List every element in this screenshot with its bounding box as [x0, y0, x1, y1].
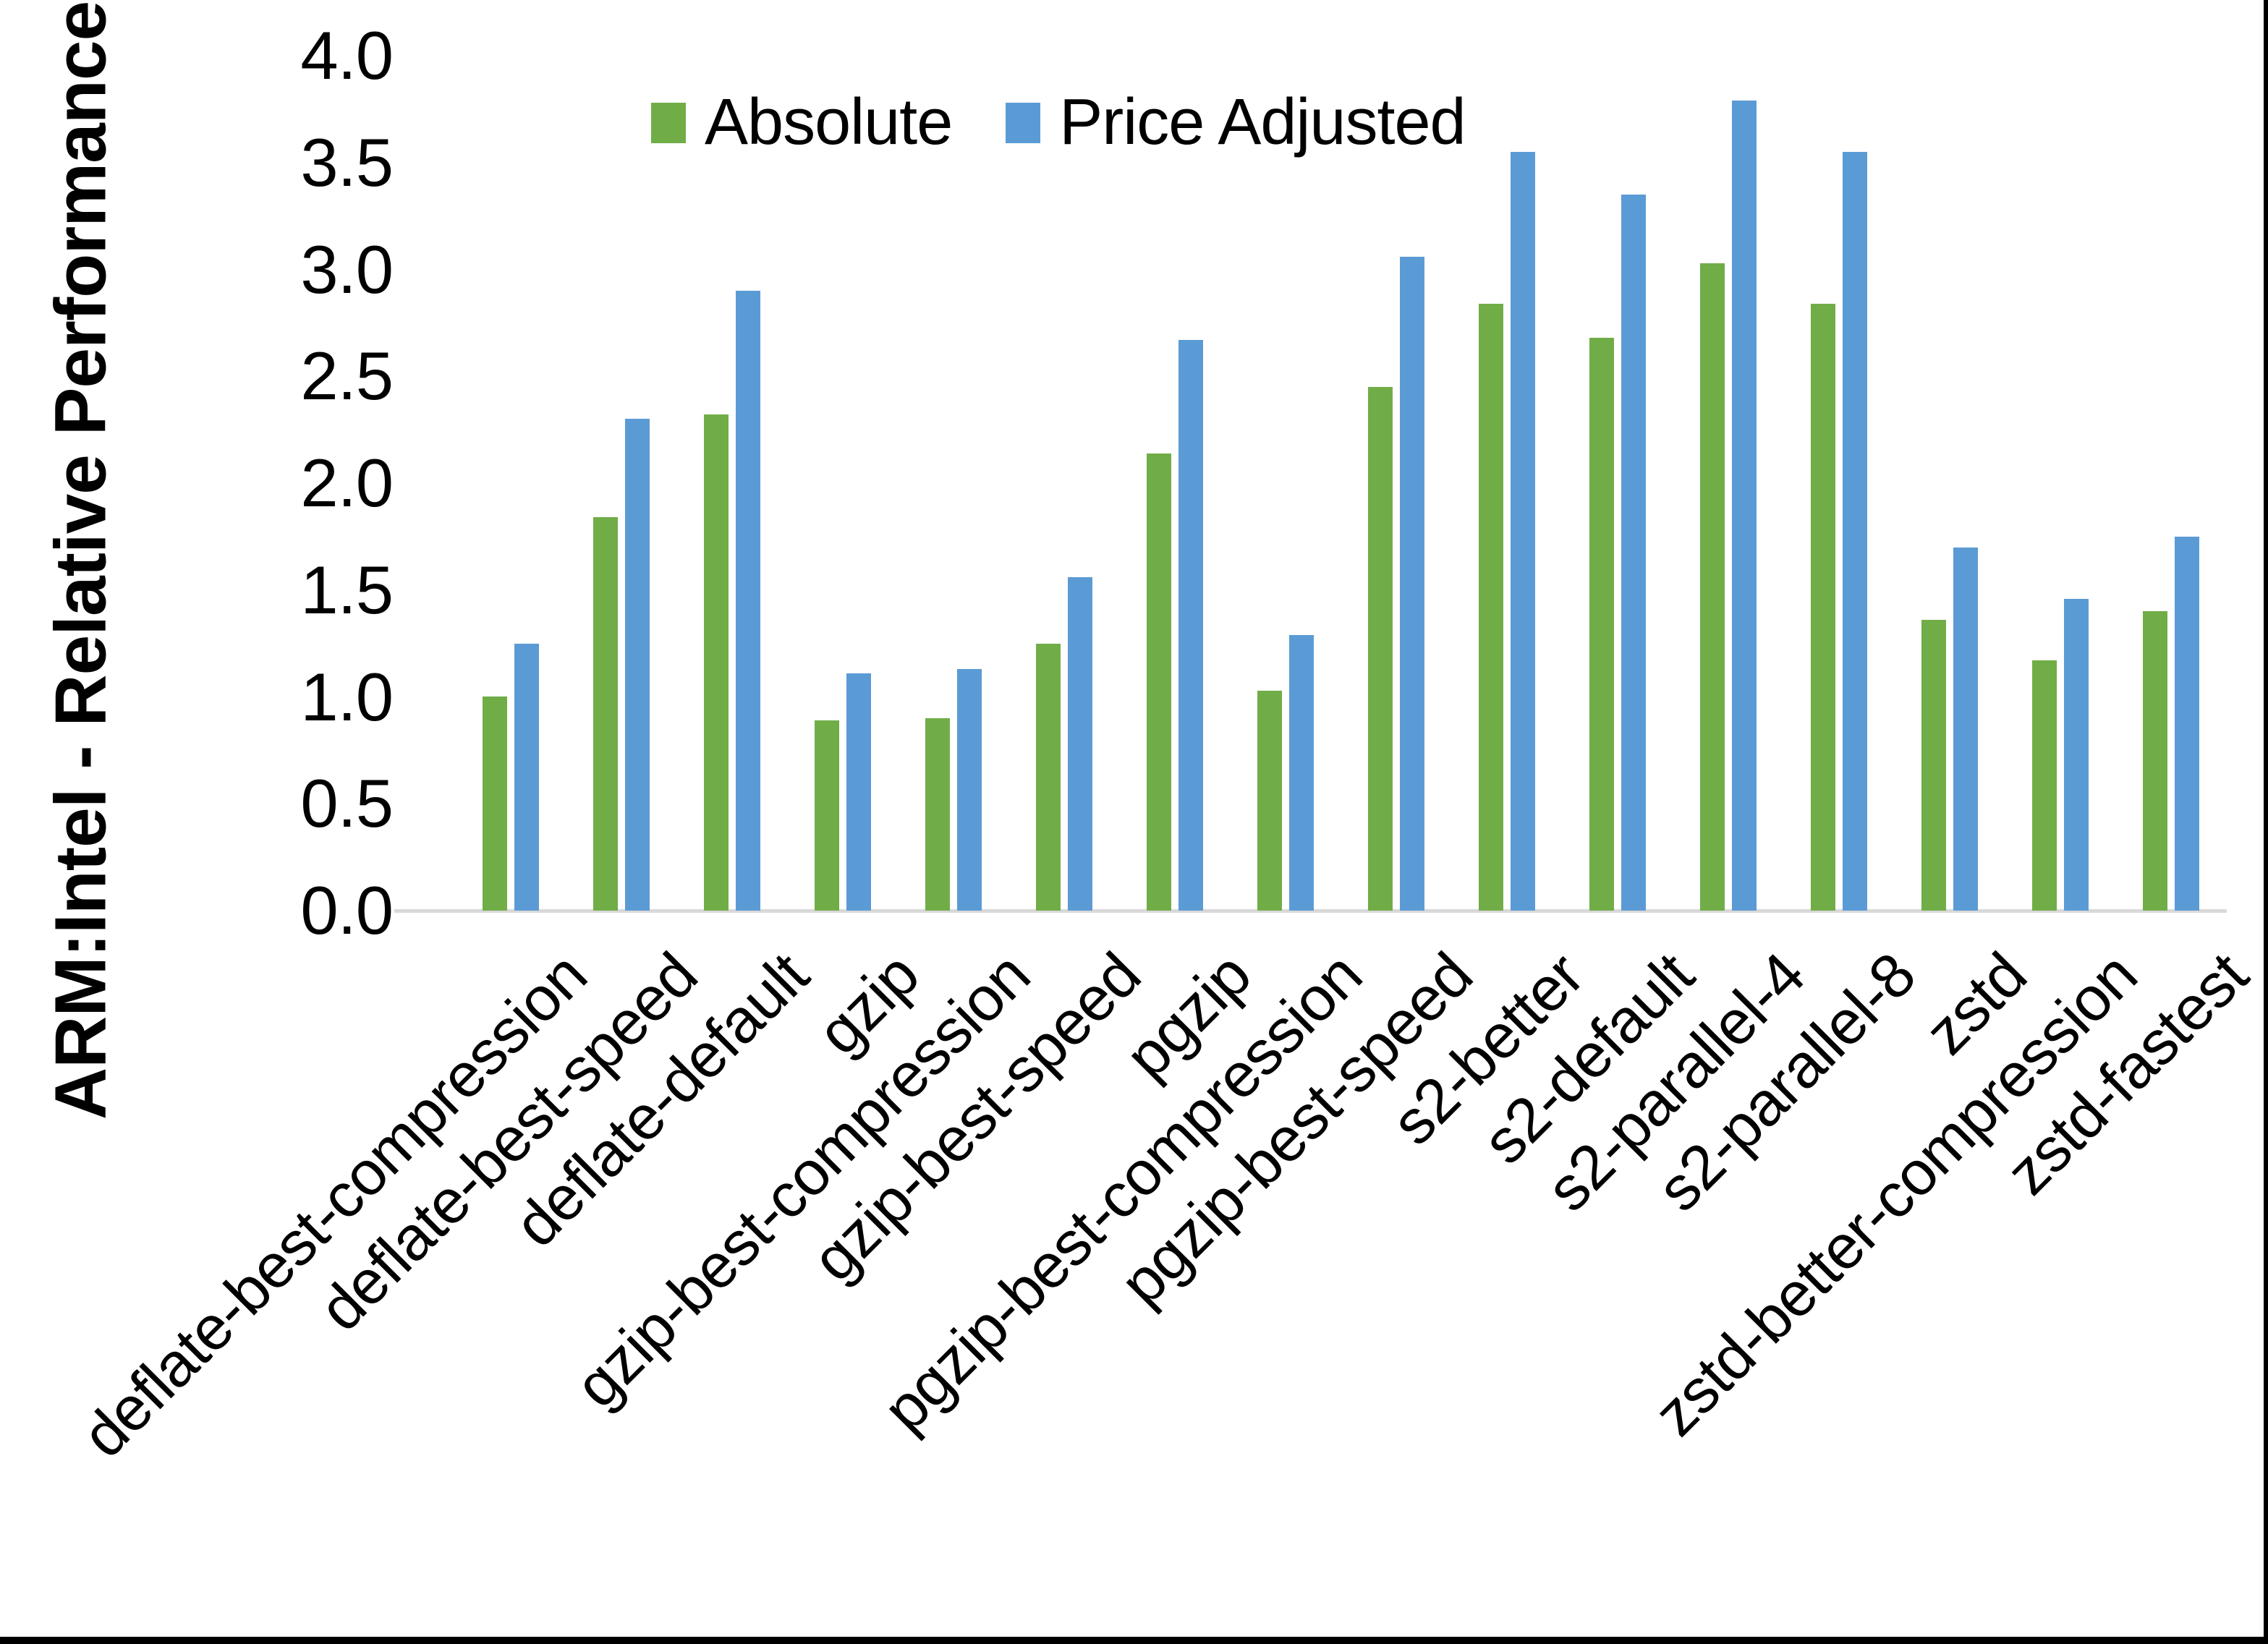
bar-price-adjusted — [2175, 537, 2199, 911]
bar-price-adjusted — [1289, 635, 1314, 911]
bar-price-adjusted — [1400, 257, 1424, 911]
bar-absolute — [2032, 660, 2057, 911]
bar-absolute — [593, 517, 618, 911]
bar-price-adjusted — [1178, 340, 1203, 911]
bar-absolute — [925, 718, 950, 911]
bar-absolute — [1479, 304, 1503, 911]
y-tick-label: 3.0 — [300, 231, 394, 307]
bar-price-adjusted — [957, 669, 982, 911]
bar-price-adjusted — [1511, 152, 1535, 911]
bar-absolute — [483, 697, 507, 911]
bar-absolute — [815, 720, 839, 911]
y-tick-label: 0.5 — [300, 765, 394, 842]
bar-price-adjusted — [1732, 101, 1757, 911]
bar-price-adjusted — [846, 673, 871, 911]
bar-absolute — [1036, 644, 1061, 911]
bar-price-adjusted — [1953, 548, 1978, 911]
bar-absolute — [1811, 304, 1835, 911]
legend-swatch-price-adjusted-icon — [1006, 102, 1041, 143]
legend-item-price-adjusted: Price Adjusted — [1006, 85, 1466, 160]
bar-absolute — [1368, 387, 1393, 911]
legend-label-price-adjusted: Price Adjusted — [1059, 86, 1466, 158]
legend-label-absolute: Absolute — [705, 86, 953, 158]
y-tick-label: 1.0 — [300, 658, 394, 735]
legend-item-absolute: Absolute — [651, 85, 953, 160]
bar-absolute — [2143, 611, 2167, 911]
legend: Absolute Price Adjusted — [651, 85, 1466, 160]
y-tick-label: 3.5 — [300, 124, 394, 200]
y-tick-label: 2.5 — [300, 338, 394, 414]
legend-swatch-absolute-icon — [651, 102, 686, 143]
bar-absolute — [1700, 263, 1725, 911]
bar-price-adjusted — [1843, 152, 1867, 911]
bar-price-adjusted — [1068, 577, 1092, 911]
bar-price-adjusted — [2064, 599, 2089, 911]
bar-absolute — [1257, 691, 1282, 911]
bar-price-adjusted — [736, 291, 760, 911]
bar-absolute — [1921, 620, 1946, 911]
bar-absolute — [1589, 338, 1614, 911]
right-border — [2264, 0, 2268, 1644]
bar-absolute — [704, 414, 729, 911]
y-tick-label: 4.0 — [300, 17, 394, 93]
bar-absolute — [1147, 453, 1171, 911]
y-tick-label: 2.0 — [300, 445, 394, 521]
bar-price-adjusted — [514, 644, 539, 911]
bar-price-adjusted — [625, 419, 650, 911]
bottom-border — [0, 1637, 2268, 1644]
y-tick-label: 0.0 — [300, 872, 394, 948]
bar-price-adjusted — [1621, 195, 1646, 911]
x-axis-line — [394, 909, 2227, 913]
y-tick-label: 1.5 — [300, 551, 394, 628]
